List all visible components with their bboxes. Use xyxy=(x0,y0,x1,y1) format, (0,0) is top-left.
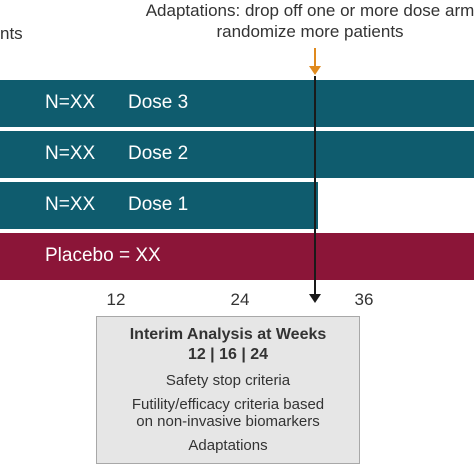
adaptations-item: Adaptations xyxy=(188,437,268,454)
dose-1-label: Dose 1 xyxy=(128,194,189,215)
dose-1-n-label: N=XX xyxy=(45,194,96,215)
placebo-arm-bar: Placebo = XX xyxy=(0,233,474,280)
interim-title-line-1: Interim Analysis at Weeks xyxy=(129,326,327,343)
adaptations-line-2: randomize more patients xyxy=(216,22,404,41)
dose-2-arm-bar: N=XX Dose 2 xyxy=(0,131,474,178)
axis-tick-12: 12 xyxy=(106,290,126,309)
dose-3-label: Dose 3 xyxy=(128,92,189,113)
interim-timepoint-line xyxy=(314,76,316,296)
placebo-label: Placebo = XX xyxy=(45,245,161,266)
adaptation-arrow-shaft xyxy=(314,48,316,68)
axis-tick-24: 24 xyxy=(230,290,250,309)
interim-title-line-2: 12 | 16 | 24 xyxy=(187,346,269,363)
dose-2-n-label: N=XX xyxy=(45,143,96,164)
axis-tick-36: 36 xyxy=(354,290,374,309)
interim-arrow-icon xyxy=(309,294,321,303)
dose-3-n-label: N=XX xyxy=(45,92,96,113)
header-left-text: nts xyxy=(0,24,23,43)
futility-line-2: on non-invasive biomarkers xyxy=(136,413,320,430)
futility-line-1: Futility/efficacy criteria based xyxy=(131,396,325,413)
adaptations-line-1: Adaptations: drop off one or more dose a… xyxy=(145,1,474,20)
interim-analysis-title: Interim Analysis at Weeks 12 | 16 | 24 xyxy=(97,325,359,365)
dose-2-label: Dose 2 xyxy=(128,143,189,164)
adaptation-arrow-icon xyxy=(309,66,321,75)
adaptations-note: Adaptations: drop off one or more dose a… xyxy=(100,0,474,42)
interim-analysis-box: Interim Analysis at Weeks 12 | 16 | 24 S… xyxy=(96,316,360,464)
dose-3-arm-bar: N=XX Dose 3 xyxy=(0,80,474,127)
futility-efficacy-criteria: Futility/efficacy criteria based on non-… xyxy=(97,396,359,430)
safety-stop-criteria: Safety stop criteria xyxy=(165,372,291,389)
dose-1-dropped-segment xyxy=(318,182,474,229)
